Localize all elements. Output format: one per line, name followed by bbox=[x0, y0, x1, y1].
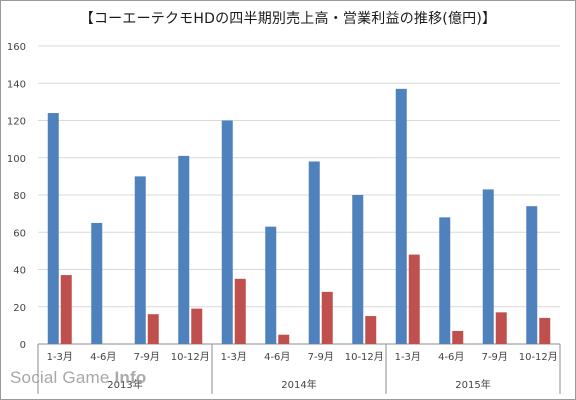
bar bbox=[452, 330, 464, 344]
y-tick-label: 100 bbox=[7, 154, 26, 165]
y-tick-label: 80 bbox=[13, 191, 26, 202]
x-group-label: 2015年 bbox=[455, 378, 490, 391]
x-tick-label: 1-3月 bbox=[47, 351, 73, 363]
bar bbox=[539, 317, 551, 344]
bar bbox=[147, 314, 159, 344]
x-tick-label: 1-3月 bbox=[221, 351, 247, 363]
bar bbox=[408, 254, 420, 344]
bar bbox=[395, 88, 407, 345]
x-tick-label: 7-9月 bbox=[482, 351, 508, 363]
bar bbox=[352, 195, 364, 344]
bar bbox=[265, 226, 277, 344]
bar bbox=[526, 206, 538, 344]
x-tick-label: 10-12月 bbox=[171, 351, 210, 363]
x-tick-label: 7-9月 bbox=[308, 351, 334, 363]
x-tick-label: 10-12月 bbox=[519, 351, 558, 363]
y-tick-label: 0 bbox=[20, 340, 26, 351]
y-tick-label: 40 bbox=[13, 266, 26, 277]
x-tick-label: 10-12月 bbox=[345, 351, 384, 363]
x-group-label: 2014年 bbox=[281, 378, 316, 391]
x-group-label: 2013年 bbox=[107, 378, 142, 391]
bar bbox=[60, 275, 72, 344]
y-tick-label: 160 bbox=[7, 42, 26, 53]
bar bbox=[482, 189, 494, 344]
bar bbox=[134, 176, 146, 344]
x-tick-label: 4-6月 bbox=[438, 351, 464, 363]
bar bbox=[495, 312, 507, 344]
bar bbox=[365, 316, 377, 344]
bar bbox=[221, 120, 233, 344]
x-tick-label: 4-6月 bbox=[90, 351, 116, 363]
bar bbox=[191, 308, 203, 344]
x-tick-label: 7-9月 bbox=[134, 351, 160, 363]
watermark-logo: Social Game Info bbox=[10, 368, 146, 388]
bar bbox=[308, 161, 320, 344]
watermark-text-bold: Info bbox=[114, 368, 147, 387]
bar bbox=[439, 217, 451, 344]
bar bbox=[178, 155, 190, 344]
y-tick-label: 60 bbox=[13, 228, 26, 239]
x-tick-label: 4-6月 bbox=[264, 351, 290, 363]
x-tick-label: 1-3月 bbox=[395, 351, 421, 363]
bar bbox=[321, 291, 333, 344]
chart-title: 【コーエーテクモHDの四半期別売上高・営業利益の推移(億円)】 bbox=[79, 11, 497, 27]
bar bbox=[91, 222, 103, 344]
bar bbox=[234, 278, 246, 344]
bar bbox=[47, 113, 59, 344]
y-tick-label: 140 bbox=[7, 79, 26, 90]
y-tick-label: 20 bbox=[13, 303, 26, 314]
watermark-text: Social Game bbox=[10, 368, 115, 387]
bar bbox=[278, 334, 290, 344]
y-tick-label: 120 bbox=[7, 117, 26, 128]
